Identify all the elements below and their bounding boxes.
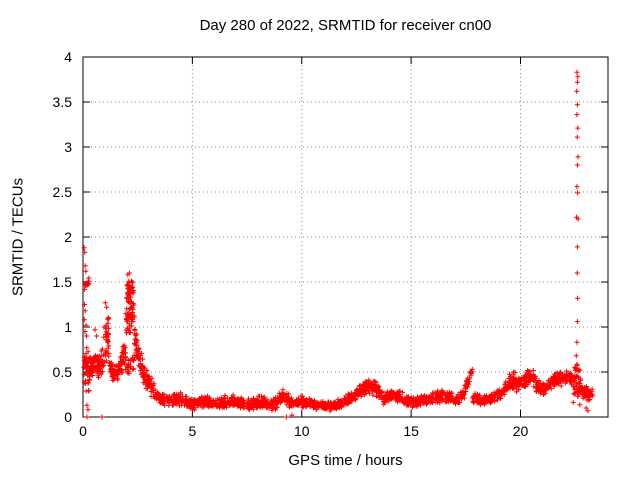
x-tick-label: 5: [188, 423, 197, 439]
y-tick-label: 4: [64, 49, 72, 65]
srmtid-data-points: [81, 69, 596, 420]
y-tick-label: 3.5: [52, 94, 72, 110]
x-tick-label: 15: [403, 423, 419, 439]
x-tick-label: 20: [512, 423, 529, 439]
y-tick-label: 1: [64, 319, 72, 335]
y-tick-label: 2.5: [52, 184, 72, 200]
axis-tick-marks: [82, 56, 608, 418]
x-tick-label: 10: [293, 423, 310, 439]
y-tick-label: 0: [64, 409, 72, 425]
y-tick-label: 1.5: [52, 274, 72, 290]
y-tick-label: 2: [64, 229, 72, 245]
x-tick-label: 0: [79, 423, 87, 439]
grid-lines: [83, 57, 608, 417]
y-tick-label: 0.5: [52, 364, 72, 380]
x-axis-label: GPS time / hours: [288, 452, 403, 469]
y-tick-label: 3: [64, 139, 72, 155]
chart-title: Day 280 of 2022, SRMTID for receiver cn0…: [199, 17, 492, 34]
plot-border: [82, 56, 609, 418]
